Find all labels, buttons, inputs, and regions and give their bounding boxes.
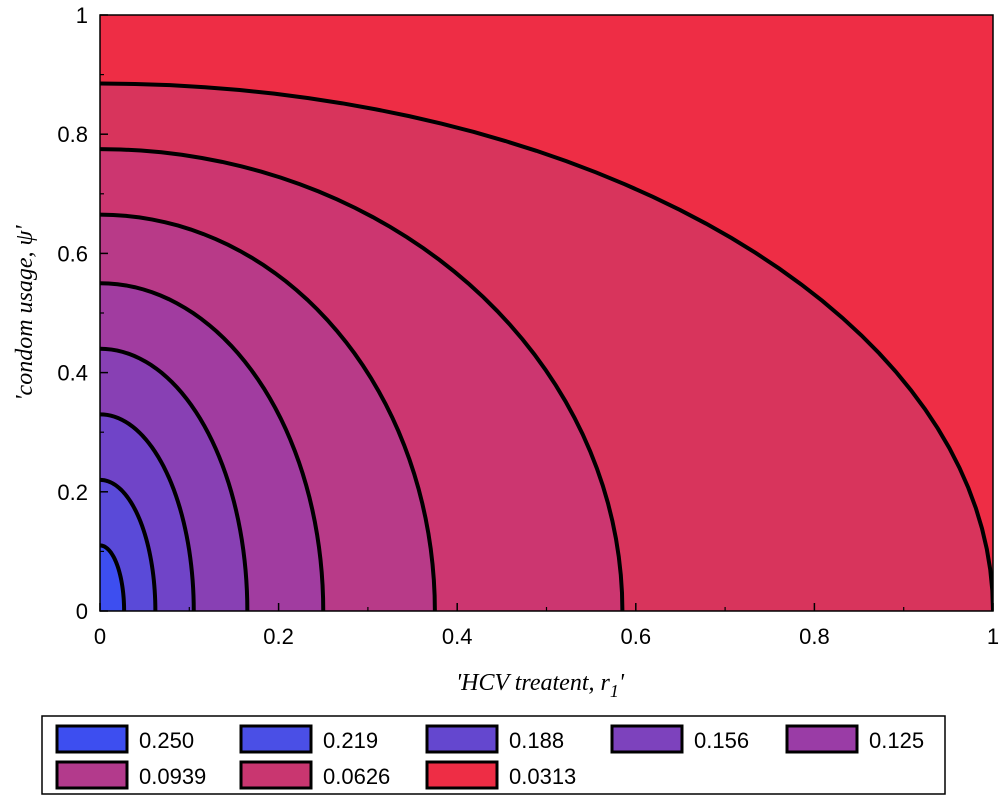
y-tick-label: 0.6: [57, 241, 88, 266]
x-axis-title: 'HCV treatent, r1': [456, 670, 625, 701]
legend: 0.250 0.219 0.188 0.156 0.125 0.0939 0.0626 0.0…: [41, 715, 946, 795]
contour-line: [100, 81, 993, 611]
x-tick-label: 0.4: [442, 624, 473, 649]
y-axis: 0 0.2 0.4 0.6 0.8 1: [57, 3, 108, 624]
legend-swatch: [239, 760, 313, 790]
contour-region: [100, 545, 125, 611]
contour-line: [100, 412, 196, 611]
contour-lines: [100, 81, 993, 611]
legend-label: 0.219: [323, 728, 378, 753]
legend-swatch: [239, 724, 313, 754]
contour-line: [100, 212, 437, 611]
x-tick-label: 0.8: [799, 624, 830, 649]
x-tick-label: 0.2: [263, 624, 294, 649]
contour-line: [100, 281, 326, 611]
y-axis-title: 'condom usage, ψ': [12, 225, 38, 401]
contour-line: [100, 346, 250, 611]
legend-swatch: [425, 760, 499, 790]
y-tick-label: 0.2: [57, 480, 88, 505]
x-tick-label: 0.6: [621, 624, 652, 649]
legend-swatch: [425, 724, 499, 754]
legend-swatch: [55, 724, 129, 754]
contour-line: [100, 543, 127, 611]
legend-label: 0.0313: [509, 764, 576, 789]
legend-label: 0.188: [509, 728, 564, 753]
y-tick-label: 0.8: [57, 122, 88, 147]
legend-swatch: [785, 724, 859, 754]
y-tick-label: 0.4: [57, 361, 88, 386]
x-tick-label: 1: [987, 624, 999, 649]
x-tick-label: 0: [94, 624, 106, 649]
y-tick-label: 0: [76, 599, 88, 624]
contour-regions: [100, 15, 993, 611]
legend-label: 0.0939: [139, 764, 206, 789]
legend-swatch: [55, 760, 129, 790]
legend-label: 0.0626: [323, 764, 390, 789]
legend-label: 0.250: [139, 728, 194, 753]
x-axis: 0 0.2 0.4 0.6 0.8 1: [94, 603, 999, 649]
contour-line: [100, 147, 625, 611]
legend-label: 0.156: [694, 728, 749, 753]
contour-line: [100, 477, 158, 611]
y-tick-label: 1: [76, 3, 88, 28]
legend-swatch: [610, 724, 684, 754]
legend-label: 0.125: [869, 728, 924, 753]
